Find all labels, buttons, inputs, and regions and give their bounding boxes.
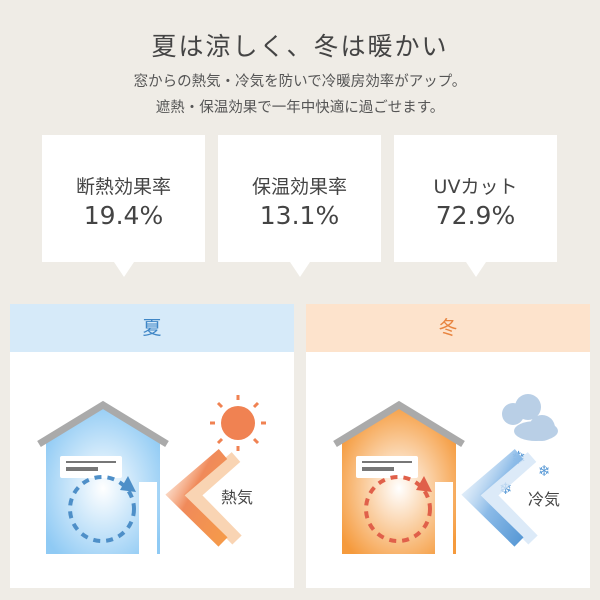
stat-card-heat-retention: 保温効果率 13.1% — [218, 135, 381, 277]
cloud-icon — [502, 394, 558, 441]
stat-label: UVカット — [433, 176, 518, 198]
svg-text:❄: ❄ — [538, 462, 551, 480]
stat-card-insulation: 断熱効果率 19.4% — [42, 135, 205, 277]
heat-label: 熱気 — [221, 488, 254, 507]
stat-card-uv-cut: UVカット 72.9% — [394, 135, 557, 277]
airflow-circle-icon — [68, 475, 136, 543]
subtitle-line-1: 窓からの熱気・冷気を防いで冷暖房効率がアップ。 — [133, 74, 467, 90]
curtain-icon — [435, 482, 453, 554]
stat-label: 断熱効果率 — [75, 176, 171, 198]
airflow-circle-icon — [364, 475, 432, 543]
curtain-icon — [139, 482, 157, 554]
winter-illustration: ❄❄❄ — [333, 394, 558, 554]
stat-value: 72.9% — [435, 201, 516, 230]
stat-value: 19.4% — [83, 201, 164, 230]
cold-label: 冷気 — [528, 490, 561, 509]
summer-illustration — [37, 395, 266, 554]
cold-arrow-icon — [479, 452, 538, 545]
page-title: 夏は涼しく、冬は暖かい — [151, 32, 449, 61]
house-body — [342, 408, 456, 554]
heat-arrow-icon — [183, 452, 242, 545]
house-roof — [37, 400, 169, 447]
summer-panel: 夏 熱気 — [10, 304, 294, 588]
winter-title: 冬 — [306, 304, 590, 352]
sun-icon — [210, 395, 266, 451]
stat-value: 13.1% — [259, 201, 340, 230]
house-roof — [333, 400, 465, 447]
subtitle-line-2: 遮熱・保温効果で一年中快適に過ごせます。 — [155, 100, 445, 116]
stat-label: 保温効果率 — [251, 176, 347, 198]
house-body — [46, 408, 160, 554]
summer-title: 夏 — [10, 304, 294, 352]
winter-panel: 冬 ❄ ❄ ❄ 冷気 — [306, 304, 590, 588]
